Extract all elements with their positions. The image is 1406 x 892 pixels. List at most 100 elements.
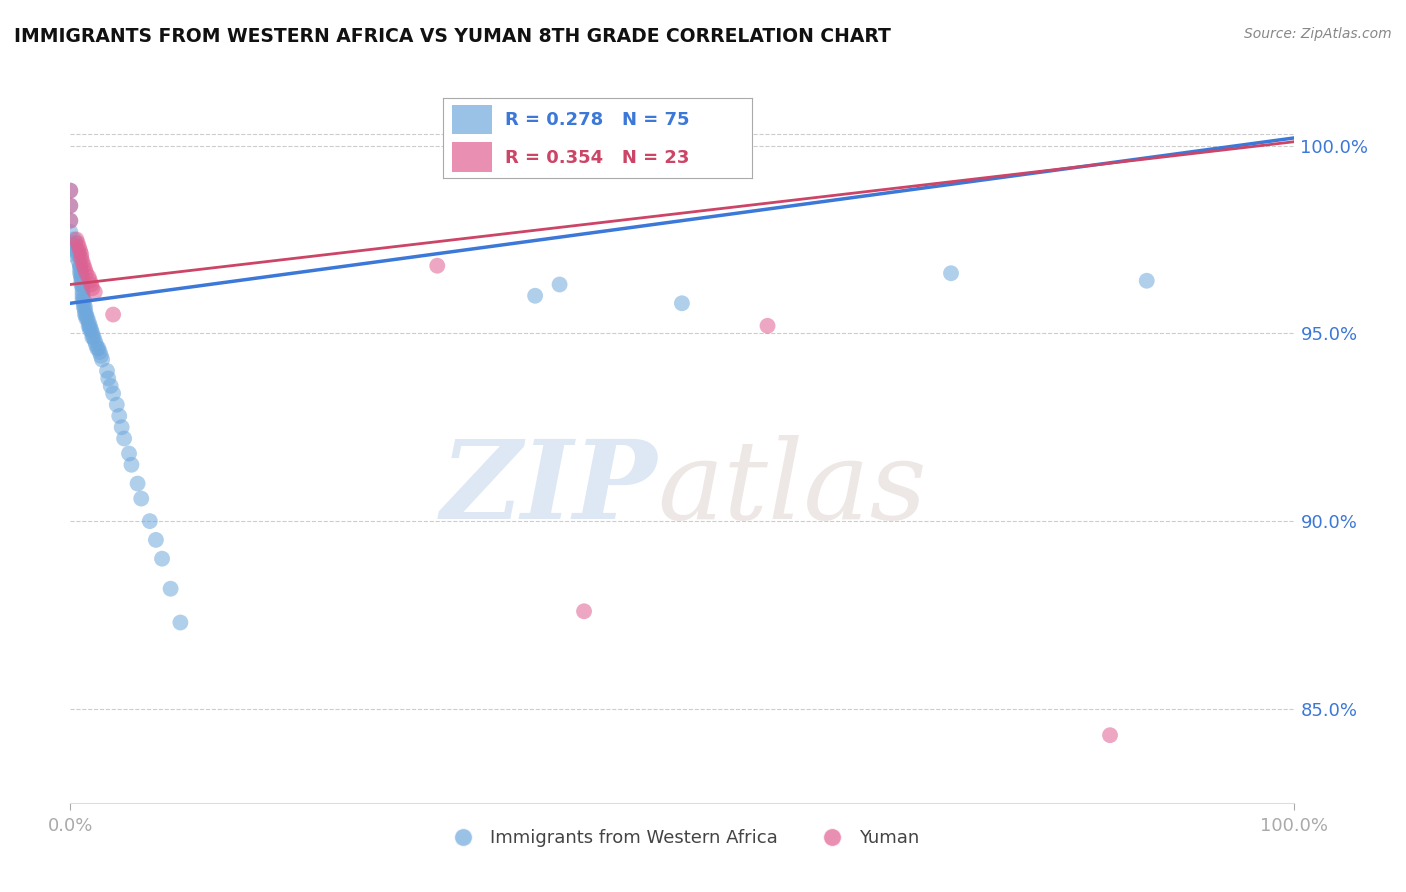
Point	[75, 308, 97, 322]
Point	[82, 281, 104, 295]
Point	[72, 285, 94, 299]
Point	[63, 236, 86, 251]
Point	[63, 232, 86, 246]
Point	[90, 349, 112, 363]
Point	[59, 199, 82, 213]
Point	[97, 371, 120, 385]
Point	[66, 247, 89, 261]
Point	[75, 266, 97, 280]
Point	[72, 281, 94, 295]
Point	[77, 315, 100, 329]
Point	[72, 289, 94, 303]
Point	[84, 337, 107, 351]
Point	[145, 533, 167, 547]
Text: IMMIGRANTS FROM WESTERN AFRICA VS YUMAN 8TH GRADE CORRELATION CHART: IMMIGRANTS FROM WESTERN AFRICA VS YUMAN …	[14, 27, 891, 45]
Point	[111, 420, 134, 434]
Point	[150, 551, 173, 566]
Point	[69, 259, 91, 273]
Point	[66, 236, 89, 251]
Point	[83, 334, 105, 348]
Point	[82, 326, 104, 341]
Point	[129, 491, 152, 506]
Point	[79, 322, 101, 336]
Point	[63, 240, 86, 254]
Point	[105, 398, 128, 412]
Point	[73, 300, 96, 314]
Point	[572, 604, 595, 618]
Point	[66, 244, 89, 258]
Point	[59, 184, 82, 198]
Point	[87, 342, 110, 356]
Point	[70, 251, 93, 265]
Point	[1099, 728, 1122, 742]
Point	[76, 311, 98, 326]
Point	[70, 270, 93, 285]
Point	[72, 255, 94, 269]
Point	[73, 300, 96, 314]
Point	[118, 446, 141, 460]
Point	[80, 322, 103, 336]
Text: ZIP: ZIP	[441, 435, 658, 542]
Point	[70, 266, 93, 280]
Point	[73, 259, 96, 273]
Point	[671, 296, 693, 310]
Point	[67, 247, 90, 261]
Point	[69, 244, 91, 258]
Point	[79, 318, 101, 333]
Point	[69, 262, 91, 277]
Point	[548, 277, 571, 292]
Point	[73, 308, 96, 322]
Legend: Immigrants from Western Africa, Yuman: Immigrants from Western Africa, Yuman	[437, 822, 927, 855]
Point	[67, 240, 90, 254]
Point	[101, 386, 124, 401]
Point	[73, 262, 96, 277]
Point	[59, 184, 82, 198]
Point	[939, 266, 962, 280]
Point	[121, 458, 143, 472]
Point	[69, 266, 91, 280]
Point	[112, 432, 135, 446]
Point	[524, 289, 547, 303]
Point	[70, 274, 93, 288]
Point	[73, 296, 96, 310]
Point	[77, 318, 100, 333]
Point	[59, 225, 82, 239]
Point	[65, 244, 87, 258]
Point	[73, 293, 96, 307]
Point	[70, 277, 93, 292]
Text: R = 0.354   N = 23: R = 0.354 N = 23	[505, 149, 689, 167]
Point	[91, 352, 114, 367]
Point	[59, 213, 82, 227]
Point	[65, 232, 87, 246]
Point	[86, 342, 108, 356]
Point	[73, 303, 96, 318]
Point	[77, 270, 100, 285]
Point	[1136, 274, 1159, 288]
Point	[83, 330, 105, 344]
Point	[70, 270, 93, 285]
Point	[83, 285, 105, 299]
Point	[756, 318, 779, 333]
Point	[70, 247, 93, 261]
Point	[139, 514, 162, 528]
Text: atlas: atlas	[658, 435, 927, 542]
Text: Source: ZipAtlas.com: Source: ZipAtlas.com	[1244, 27, 1392, 41]
Point	[59, 199, 82, 213]
Text: R = 0.278   N = 75: R = 0.278 N = 75	[505, 111, 689, 128]
Point	[72, 277, 94, 292]
Point	[96, 364, 118, 378]
Bar	[453, 104, 492, 134]
Point	[59, 213, 82, 227]
Point	[67, 255, 90, 269]
Point	[72, 293, 94, 307]
Point	[89, 345, 111, 359]
Point	[79, 274, 101, 288]
Point	[108, 409, 131, 423]
Point	[100, 379, 122, 393]
Bar	[453, 142, 492, 172]
Point	[59, 247, 82, 261]
Point	[169, 615, 191, 630]
Point	[59, 236, 82, 251]
Point	[75, 311, 97, 326]
Point	[82, 330, 104, 344]
